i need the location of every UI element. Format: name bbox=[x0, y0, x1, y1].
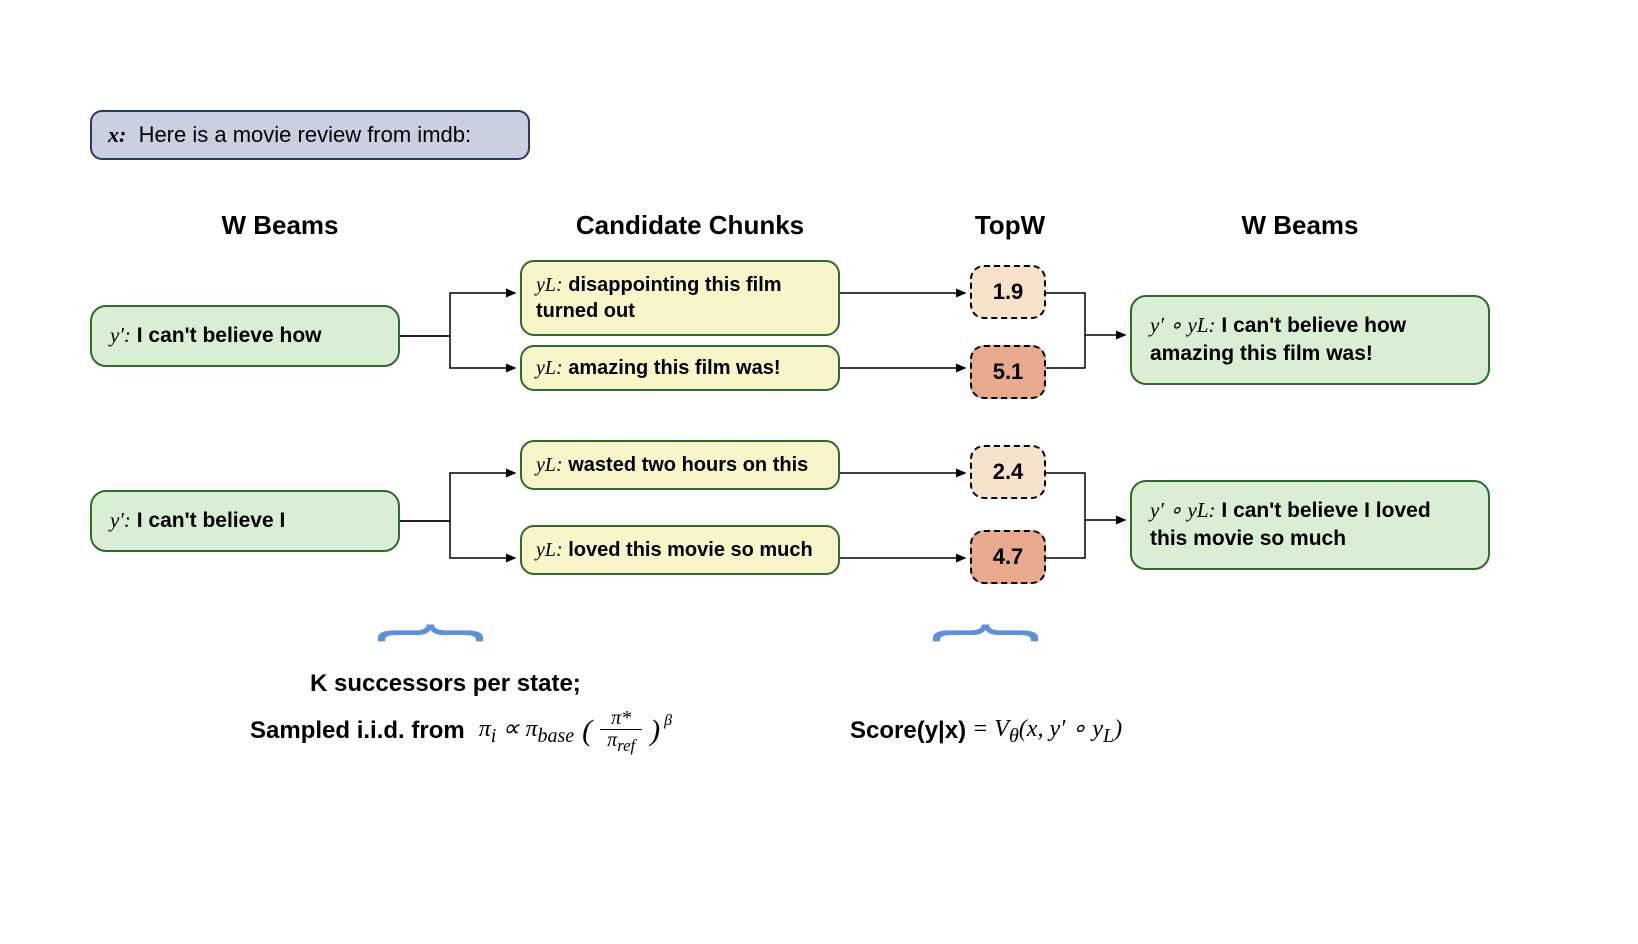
chunk-prefix: yL: bbox=[536, 274, 563, 296]
header-chunks: Candidate Chunks bbox=[560, 210, 820, 241]
beam-text: I can't believe how bbox=[137, 324, 322, 347]
chunk-1: yL: amazing this film was! bbox=[520, 345, 840, 391]
score-0: 1.9 bbox=[970, 265, 1046, 319]
beam-prefix: y′: bbox=[110, 508, 131, 532]
header-beams-right: W Beams bbox=[1210, 210, 1390, 241]
chunk-0: yL: disappointing this film turned out bbox=[520, 260, 840, 336]
score-2: 2.4 bbox=[970, 445, 1046, 499]
prompt-prefix: x: bbox=[108, 122, 126, 147]
score-3: 4.7 bbox=[970, 530, 1046, 584]
beam-prefix: y′: bbox=[110, 323, 131, 347]
footer-k-line: K successors per state; bbox=[310, 670, 581, 698]
beam-left-1: y′: I can't believe I bbox=[90, 490, 400, 552]
chunk-prefix: yL: bbox=[536, 357, 563, 379]
chunk-text: amazing this film was! bbox=[568, 357, 780, 379]
footer-score: Score(y|x) = Vθ(x, y′ ∘ yL) bbox=[850, 714, 1122, 748]
brace-right: { bbox=[938, 624, 1050, 643]
chunk-3: yL: loved this movie so much bbox=[520, 525, 840, 575]
beam-right-0: y′ ∘ yL: I can't believe how amazing thi… bbox=[1130, 295, 1490, 385]
beam-text: I can't believe I bbox=[137, 509, 286, 532]
chunk-prefix: yL: bbox=[536, 454, 563, 476]
prompt-text: Here is a movie review from imdb: bbox=[139, 122, 472, 147]
score-1: 5.1 bbox=[970, 345, 1046, 399]
header-beams-left: W Beams bbox=[190, 210, 370, 241]
beam-left-0: y′: I can't believe how bbox=[90, 305, 400, 367]
chunk-prefix: yL: bbox=[536, 539, 563, 561]
beam-prefix: y′ ∘ yL: bbox=[1150, 313, 1216, 337]
beam-right-1: y′ ∘ yL: I can't believe I loved this mo… bbox=[1130, 480, 1490, 570]
chunk-text: loved this movie so much bbox=[568, 539, 813, 561]
header-topw: TopW bbox=[960, 210, 1060, 241]
brace-left: { bbox=[383, 624, 495, 643]
prompt-box: x: Here is a movie review from imdb: bbox=[90, 110, 530, 160]
diagram-canvas: x: Here is a movie review from imdb: W B… bbox=[0, 0, 1638, 944]
beam-prefix: y′ ∘ yL: bbox=[1150, 498, 1216, 522]
chunk-2: yL: wasted two hours on this bbox=[520, 440, 840, 490]
footer-sampled: Sampled i.i.d. from πi ∝ πbase ( π* πref… bbox=[250, 708, 676, 755]
chunk-text: wasted two hours on this bbox=[568, 454, 808, 476]
chunk-text: disappointing this film turned out bbox=[536, 274, 782, 322]
